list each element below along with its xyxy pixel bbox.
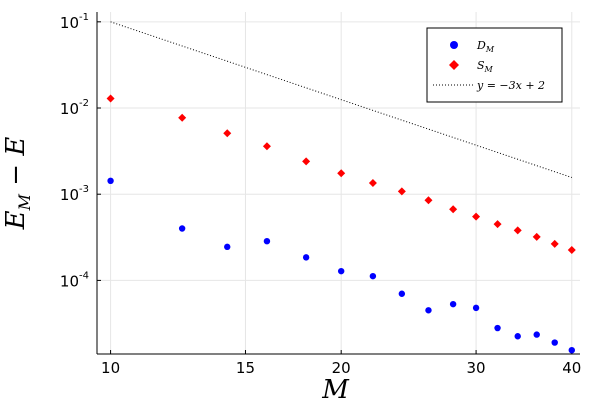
series-1 [106,94,576,255]
data-point-circle [107,177,114,185]
data-point-diamond [493,220,502,229]
y-tick-label: 10-2 [60,98,89,118]
data-point-circle [472,304,480,312]
legend: DM SM y = −3x + 2 [426,27,563,103]
data-point-circle [263,237,271,245]
data-point-circle [533,331,540,338]
data-point-circle [398,290,406,297]
x-tick-label: 20 [332,359,351,377]
y-tick-label: 10-3 [60,184,89,204]
data-point-diamond [513,226,522,235]
data-point-circle [425,307,432,314]
data-point-circle [337,267,345,275]
x-tick-label: 40 [562,359,581,377]
data-point-diamond [532,232,541,241]
data-point-diamond [550,239,559,248]
series-2 [110,21,572,178]
legend-label: DM [476,39,495,54]
x-tick-label: 10 [101,359,120,377]
data-point-circle [224,243,231,251]
legend-label: y = −3x + 2 [476,79,545,92]
data-point-diamond [337,169,346,178]
y-tick-label: 10-1 [60,12,89,32]
data-point-diamond [302,157,311,166]
y-tick-label: 10-4 [60,270,89,290]
data-point-diamond [178,113,187,122]
data-point-diamond [424,196,433,205]
data-point-circle [178,225,186,232]
data-point-diamond [368,178,377,187]
data-point-diamond [397,187,406,196]
data-point-diamond [472,212,481,221]
data-point-circle [449,300,457,308]
data-point-diamond [106,94,115,103]
data-point-circle [369,272,377,280]
x-tick-label: 30 [467,359,486,377]
data-point-diamond [262,142,271,151]
x-axis-label: M [321,375,350,400]
legend-label: SM [477,59,494,74]
data-point-diamond [223,129,232,138]
series-0 [107,177,575,354]
data-point-circle [514,333,521,340]
data-point-diamond [449,205,458,214]
data-point-diamond [567,246,576,255]
y-axis-label: EM − E [1,137,34,231]
data-point-circle [494,324,501,332]
legend-marker-diamond [449,60,459,70]
data-point-circle [568,346,575,354]
legend-marker-circle [450,41,458,49]
reference-line [110,21,572,178]
x-tick-label: 15 [236,359,255,377]
data-point-circle [551,339,558,346]
data-point-circle [302,254,310,261]
